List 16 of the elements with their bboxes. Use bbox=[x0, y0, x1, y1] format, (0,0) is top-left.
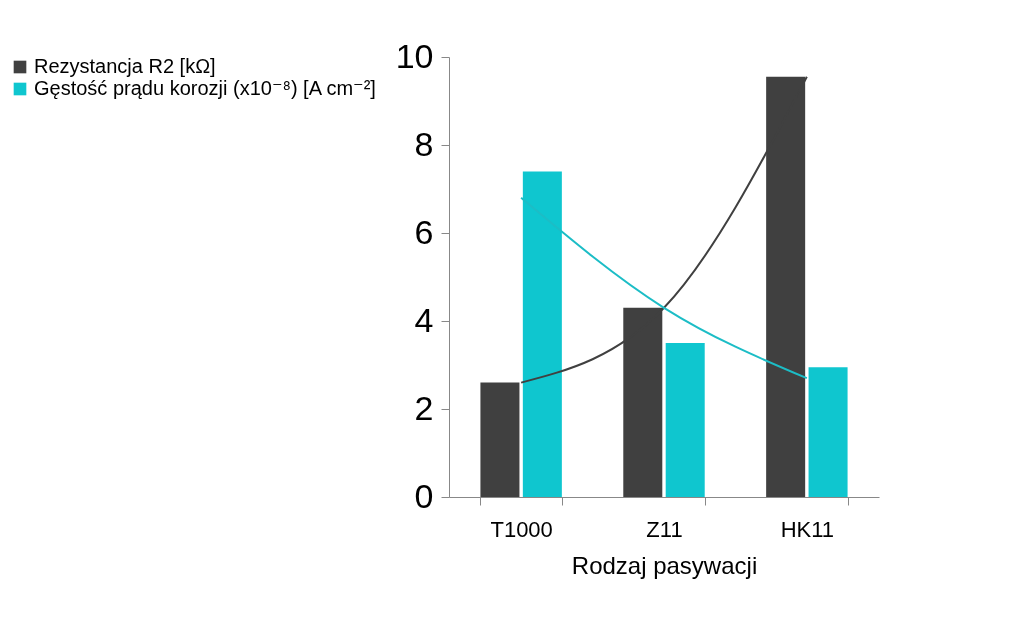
y-tick-label: 10 bbox=[395, 36, 434, 75]
y-tick-label: 2 bbox=[414, 388, 434, 427]
x-tick-label: Z11 bbox=[646, 516, 683, 542]
legend-label: Gęstość prądu korozji (x10⁻⁸) [A cm⁻²] bbox=[34, 77, 376, 99]
bar bbox=[522, 171, 562, 497]
y-tick-label: 6 bbox=[414, 212, 434, 251]
x-tick-label: HK11 bbox=[780, 516, 835, 542]
legend-label: Rezystancja R2 [kΩ] bbox=[34, 55, 216, 77]
x-axis-title: Rodzaj pasywacji bbox=[571, 551, 758, 579]
bar bbox=[480, 382, 520, 497]
bar bbox=[808, 367, 848, 497]
y-tick-label: 4 bbox=[414, 300, 434, 339]
y-tick-label: 0 bbox=[414, 476, 434, 515]
bar bbox=[665, 343, 705, 497]
y-tick-label: 8 bbox=[414, 124, 434, 163]
x-tick-label: T1000 bbox=[490, 516, 553, 542]
